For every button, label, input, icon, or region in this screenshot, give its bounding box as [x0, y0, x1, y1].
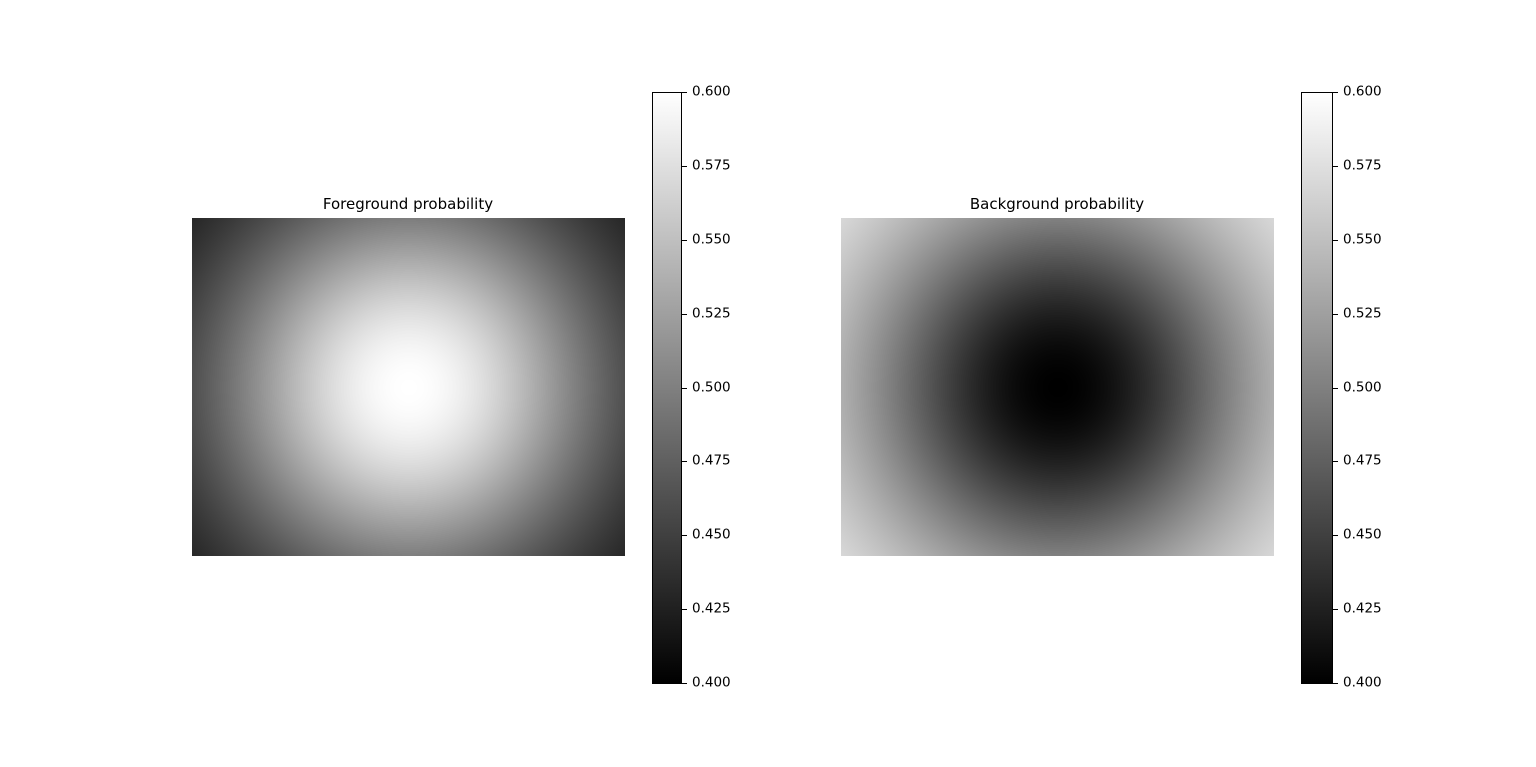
colorbar-tick-label: 0.575: [692, 157, 731, 174]
colorbar-tick-label: 0.425: [1343, 600, 1382, 617]
background-heatmap: [841, 218, 1274, 556]
colorbar-tick: [682, 535, 687, 537]
background-colorbar: [1301, 92, 1333, 684]
colorbar-tick-label: 0.425: [692, 600, 731, 617]
colorbar-tick: [682, 387, 687, 389]
background-title: Background probability: [969, 195, 1145, 213]
colorbar-tick: [1333, 387, 1338, 389]
colorbar-tick-label: 0.450: [692, 526, 731, 543]
colorbar-tick-label: 0.550: [692, 231, 731, 247]
colorbar-tick-label: 0.575: [1343, 157, 1382, 174]
colorbar-tick-label: 0.600: [692, 83, 731, 100]
colorbar-tick: [1333, 165, 1338, 167]
colorbar-tick-label: 0.525: [692, 304, 731, 321]
colorbar-tick-label: 0.600: [1343, 83, 1382, 100]
colorbar-tick-label: 0.450: [1343, 526, 1382, 543]
colorbar-tick: [682, 92, 687, 93]
colorbar-tick-label: 0.550: [1343, 231, 1382, 247]
colorbar-tick-label: 0.500: [1343, 378, 1382, 395]
colorbar-tick: [1333, 239, 1338, 241]
colorbar-tick: [682, 313, 687, 315]
colorbar-tick: [1333, 313, 1338, 315]
colorbar-tick-label: 0.400: [692, 674, 731, 691]
colorbar-tick-label: 0.525: [1343, 304, 1382, 321]
colorbar-tick: [1333, 461, 1338, 463]
colorbar-tick: [1333, 683, 1338, 684]
colorbar-tick: [682, 683, 687, 684]
colorbar-tick: [682, 239, 687, 241]
colorbar-tick: [1333, 535, 1338, 537]
colorbar-tick: [1333, 92, 1338, 93]
foreground-heatmap: [192, 218, 625, 556]
colorbar-tick-label: 0.400: [1343, 674, 1382, 691]
colorbar-tick: [682, 609, 687, 611]
foreground-colorbar: [652, 92, 682, 684]
colorbar-tick-label: 0.500: [692, 378, 731, 395]
colorbar-tick-label: 0.475: [1343, 452, 1382, 469]
colorbar-tick-label: 0.475: [692, 452, 731, 469]
colorbar-tick: [682, 461, 687, 463]
colorbar-tick: [682, 165, 687, 167]
foreground-title: Foreground probability: [322, 195, 494, 213]
colorbar-tick: [1333, 609, 1338, 611]
